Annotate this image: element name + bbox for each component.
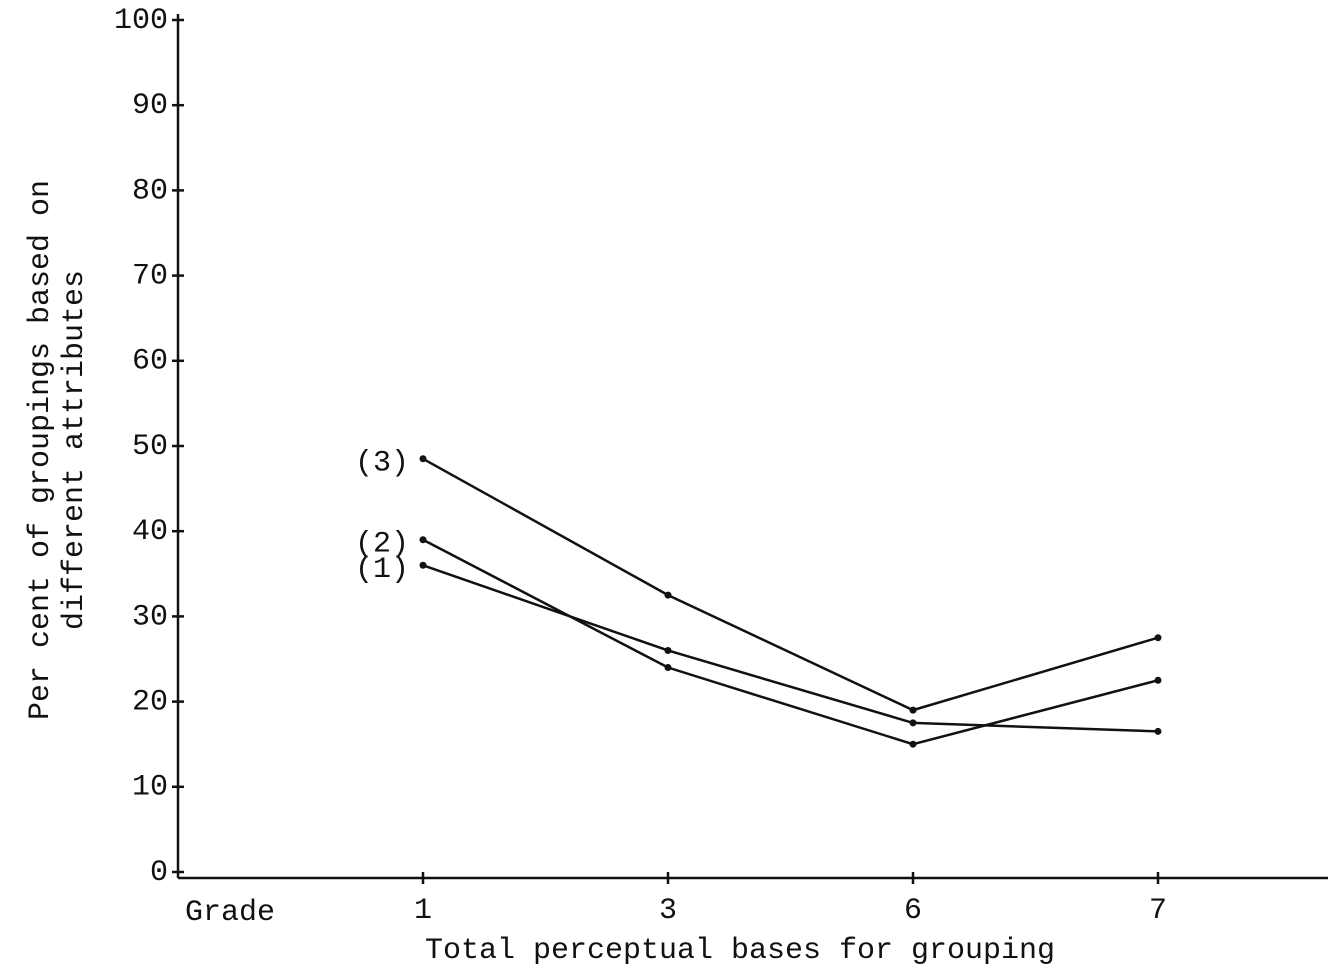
data-point — [664, 646, 672, 654]
data-point — [909, 719, 917, 727]
y-tick-label: 60 — [132, 345, 168, 379]
series-line — [422, 457, 1159, 712]
x-axis-label: Total perceptual bases for grouping — [425, 934, 1055, 968]
data-point — [419, 455, 427, 463]
data-point — [909, 740, 917, 748]
y-tick-label: 100 — [114, 4, 168, 38]
y-tick-label: 50 — [132, 430, 168, 464]
y-tick-label: 40 — [132, 515, 168, 549]
y-axis-label: Per cent of groupings based on — [24, 180, 58, 720]
data-point — [1154, 727, 1162, 735]
x-tick-label: 7 — [1149, 894, 1167, 928]
x-tick-label: 3 — [659, 894, 677, 928]
y-tick-label: 30 — [132, 600, 168, 634]
y-axis-label: different attributes — [58, 270, 92, 630]
data-point — [419, 561, 427, 569]
series-line — [422, 538, 1159, 746]
data-point — [1154, 634, 1162, 642]
series-label: (3) — [355, 447, 409, 481]
data-point — [664, 591, 672, 599]
data-point — [419, 536, 427, 544]
data-point — [1154, 676, 1162, 684]
y-tick-label: 0 — [150, 856, 168, 890]
series-label: (1) — [355, 553, 409, 587]
x-tick-label: 1 — [414, 894, 432, 928]
x-tick-label: 6 — [904, 894, 922, 928]
data-point — [664, 664, 672, 672]
series-label: (2) — [355, 528, 409, 562]
x-prefix: Grade — [185, 896, 275, 930]
series-line — [422, 564, 1159, 733]
y-tick-label: 20 — [132, 686, 168, 720]
data-point — [909, 706, 917, 714]
y-tick-label: 10 — [132, 771, 168, 805]
y-tick-label: 90 — [132, 89, 168, 123]
y-tick-label: 70 — [132, 260, 168, 294]
y-tick-label: 80 — [132, 174, 168, 208]
